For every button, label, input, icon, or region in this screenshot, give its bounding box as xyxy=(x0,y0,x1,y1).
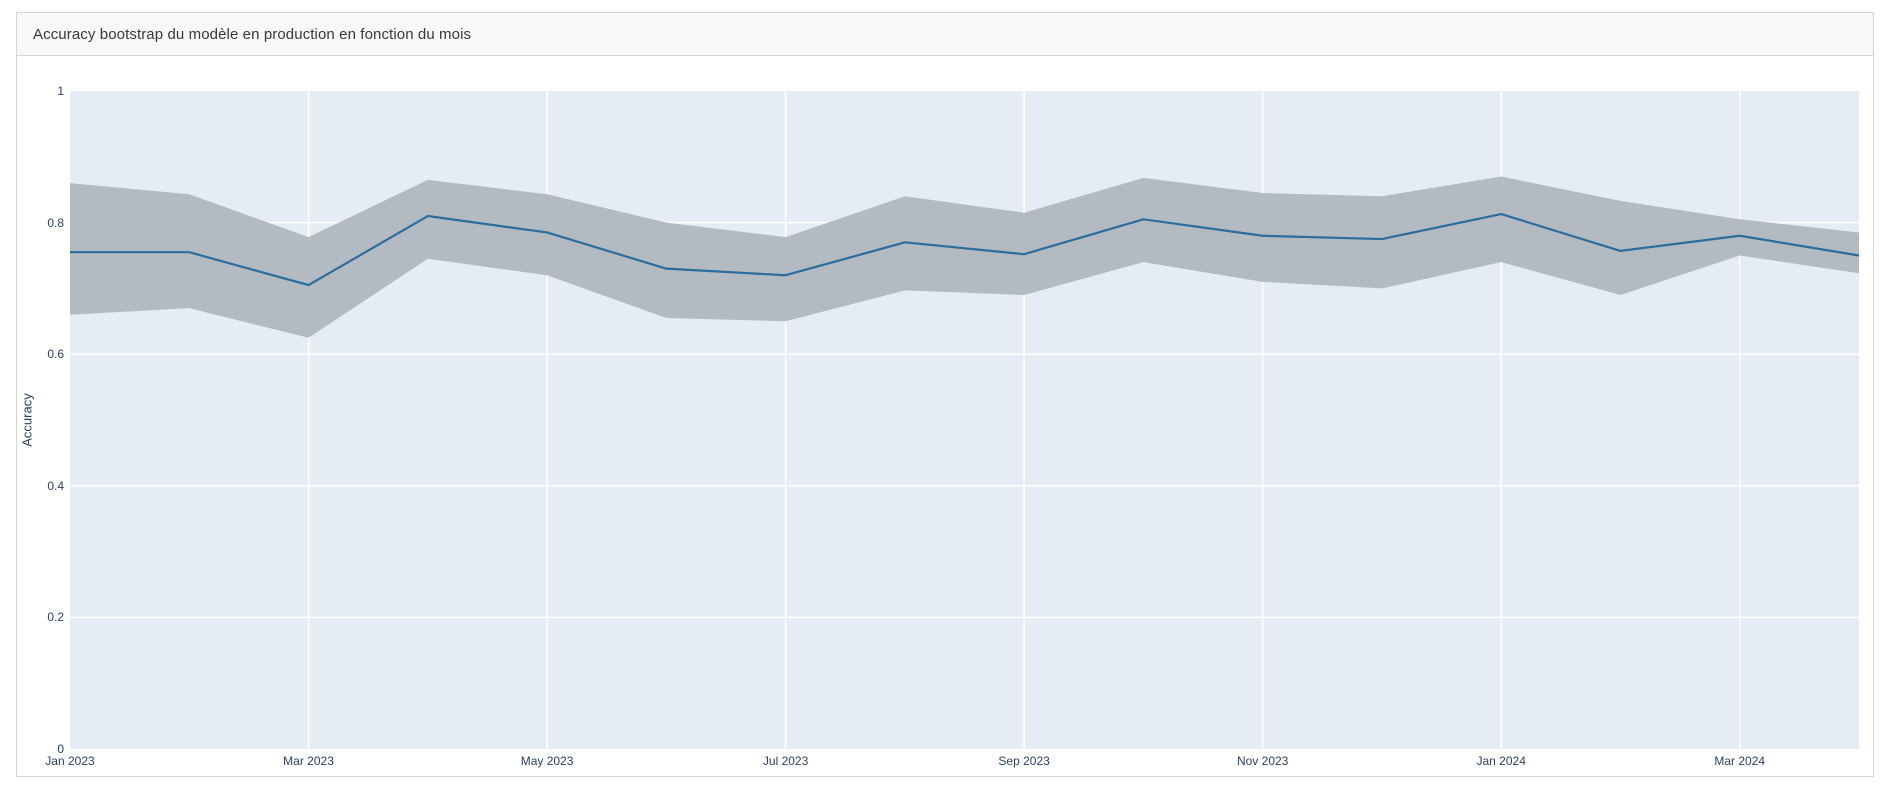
x-tick-label: Jul 2023 xyxy=(762,754,809,768)
y-tick-label: 0 xyxy=(57,742,64,756)
y-tick-label: 0.2 xyxy=(47,610,64,625)
accuracy-line xyxy=(70,212,1859,287)
x-tick-label: Mar 2023 xyxy=(283,754,334,768)
x-tick-label: May 2023 xyxy=(520,754,574,768)
x-tick-label: Mar 2024 xyxy=(1714,754,1766,768)
x-tick-label: Sep 2023 xyxy=(998,754,1050,768)
y-axis-title: Accuracy xyxy=(19,393,35,447)
y-tick-label: 0.8 xyxy=(47,215,64,230)
x-tick-label: Nov 2023 xyxy=(1236,754,1289,768)
x-tick-label: Jan 2024 xyxy=(1476,754,1526,768)
x-tick-label: Jan 2023 xyxy=(45,754,95,768)
accuracy-chart: Accuracy 0 0.2 0.4 0.6 0.8 1 Jan 2023 Mar 2023… xyxy=(17,56,1873,776)
y-tick-label: 0.4 xyxy=(47,478,64,493)
plot-background xyxy=(70,91,1859,749)
y-tick-label: 1 xyxy=(57,84,64,98)
plot-area[interactable] xyxy=(70,91,1859,749)
chart-card-header: Accuracy bootstrap du modèle en producti… xyxy=(17,13,1873,56)
chart-title: Accuracy bootstrap du modèle en producti… xyxy=(33,25,472,43)
chart-card: Accuracy bootstrap du modèle en producti… xyxy=(16,12,1874,777)
y-tick-label: 0.6 xyxy=(47,347,64,362)
confidence-band xyxy=(70,176,1859,338)
